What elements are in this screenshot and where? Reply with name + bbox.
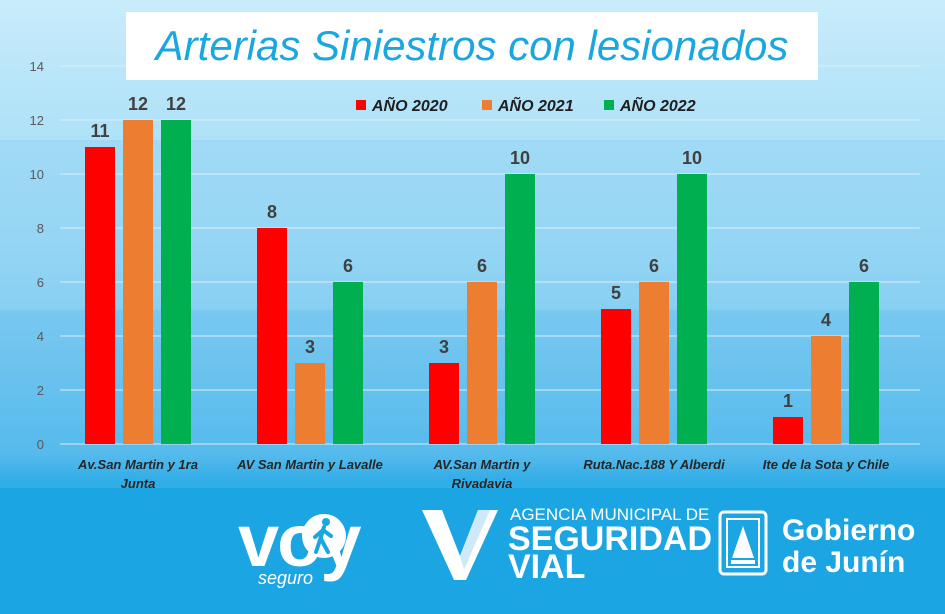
bar xyxy=(601,309,631,444)
y-tick-label: 10 xyxy=(30,167,44,182)
data-label: 4 xyxy=(821,310,831,330)
y-tick-label: 6 xyxy=(37,275,44,290)
data-label: 6 xyxy=(859,256,869,276)
walking-person-icon xyxy=(302,514,346,558)
bar xyxy=(849,282,879,444)
data-label: 10 xyxy=(510,148,530,168)
category-label: Ite de la Sota y Chile xyxy=(763,457,889,472)
bar xyxy=(811,336,841,444)
legend-label: AÑO 2022 xyxy=(619,95,696,115)
v-check-logo xyxy=(422,510,498,580)
y-tick-label: 4 xyxy=(37,329,44,344)
data-label: 6 xyxy=(477,256,487,276)
bar-chart: 0 2 4 6 8 10 12 14 11 8 3 5 1 12 3 6 6 4 12 6 10 10 6 Av.San … xyxy=(30,59,920,491)
y-tick-label: 14 xyxy=(30,59,44,74)
bar xyxy=(773,417,803,444)
bar xyxy=(505,174,535,444)
y-tick-label: 2 xyxy=(37,383,44,398)
bar xyxy=(295,363,325,444)
y-tick-label: 0 xyxy=(37,437,44,452)
bar xyxy=(85,147,115,444)
bar xyxy=(467,282,497,444)
junin-crest-icon xyxy=(718,510,768,576)
data-label: 3 xyxy=(305,337,315,357)
category-label: Av.San Martin y 1ra xyxy=(77,457,198,472)
legend-swatch xyxy=(482,100,492,110)
agency-line-3: VIAL xyxy=(508,548,586,586)
data-label: 1 xyxy=(783,391,793,411)
chart-title: Arterias Siniestros con lesionados xyxy=(155,22,789,69)
data-label: 6 xyxy=(343,256,353,276)
data-label: 11 xyxy=(90,121,109,141)
data-label: 12 xyxy=(128,94,148,114)
bar xyxy=(639,282,669,444)
category-label: Rivadavia xyxy=(452,476,513,491)
category-label: Junta xyxy=(121,476,156,491)
category-label: AV.San Martin y xyxy=(433,457,532,472)
y-tick-label: 12 xyxy=(30,113,44,128)
legend-label: AÑO 2021 xyxy=(497,95,574,115)
data-label: 5 xyxy=(611,283,621,303)
gobierno-line-1: Gobierno xyxy=(782,514,916,547)
data-label: 10 xyxy=(682,148,702,168)
legend-swatch xyxy=(356,100,366,110)
title-box: Arterias Siniestros con lesionados xyxy=(126,12,818,80)
data-label: 3 xyxy=(439,337,449,357)
bar xyxy=(257,228,287,444)
x-axis-labels: Av.San Martin y 1ra Junta AV San Martin y … xyxy=(77,457,889,491)
bars: 11 8 3 5 1 12 3 6 6 4 12 6 10 10 6 xyxy=(85,94,879,444)
agency-line-2: SEGURIDAD xyxy=(508,520,713,558)
bar xyxy=(123,120,153,444)
data-label: 12 xyxy=(166,94,186,114)
bar xyxy=(429,363,459,444)
data-label: 8 xyxy=(267,202,277,222)
category-label: Ruta.Nac.188 Y Alberdi xyxy=(583,457,725,472)
voy-subtitle: seguro xyxy=(258,568,314,588)
bar xyxy=(161,120,191,444)
bar xyxy=(677,174,707,444)
y-tick-label: 8 xyxy=(37,221,44,236)
legend-swatch xyxy=(604,100,614,110)
bar xyxy=(333,282,363,444)
legend-label: AÑO 2020 xyxy=(371,95,448,115)
y-axis-ticks: 0 2 4 6 8 10 12 14 xyxy=(30,59,44,452)
gobierno-line-2: de Junín xyxy=(782,546,906,579)
agency-line-1: AGENCIA MUNICIPAL DE xyxy=(510,505,710,524)
category-label: AV San Martin y Lavalle xyxy=(236,457,383,472)
data-label: 6 xyxy=(649,256,659,276)
legend: AÑO 2020 AÑO 2021 AÑO 2022 xyxy=(356,95,696,115)
